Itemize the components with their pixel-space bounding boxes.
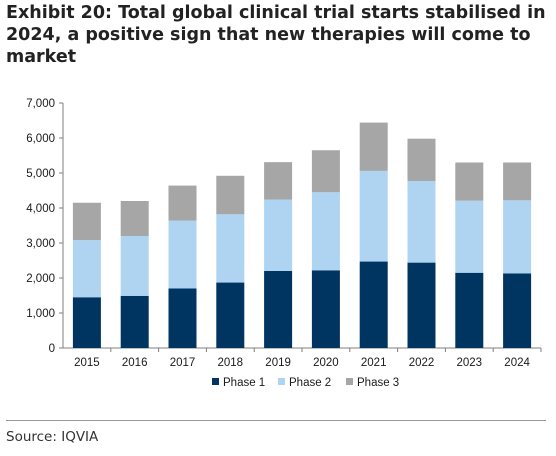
legend-swatch-phase-2 [278,378,285,385]
x-tick-label: 2021 [361,357,387,369]
bar-segment-phase-3 [72,202,101,241]
bar-segment-phase-1 [168,288,197,348]
bar-segment-phase-2 [264,199,293,271]
legend: Phase 1 Phase 2 Phase 3 [212,377,399,389]
bar-segment-phase-2 [216,214,245,283]
stacked-bar-chart: 0 1,000 2,000 3,000 4,000 5,000 6,000 7,000 201… [26,98,542,389]
bar-segment-phase-2 [120,236,149,296]
x-tick-label: 2022 [409,357,435,369]
bar-segment-phase-2 [72,240,101,298]
x-tick-label: 2020 [313,357,339,369]
bar-segment-phase-3 [407,138,436,182]
x-axis: 2015 2016 2017 2018 2019 2020 2021 2022 2023 2024 [63,347,542,369]
bar-segment-phase-1 [503,273,532,348]
bar-segment-phase-2 [311,192,340,271]
source-note: Source: IQVIA [6,429,99,445]
x-tick-label: 2017 [170,357,196,369]
x-tick-label: 2016 [122,357,148,369]
bar-segment-phase-3 [120,201,149,236]
y-tick-label: 3,000 [26,238,55,250]
bar-segment-phase-3 [311,150,340,193]
bar-segment-phase-1 [72,297,101,348]
legend-swatch-phase-1 [212,378,219,385]
bar-segment-phase-3 [503,162,532,201]
x-tick-label: 2018 [218,357,244,369]
legend-swatch-phase-3 [346,378,353,385]
bar-segment-phase-3 [359,122,388,171]
footer-divider [6,420,546,421]
y-tick-label: 7,000 [26,98,55,110]
bar-segment-phase-1 [264,271,293,348]
legend-label: Phase 3 [357,377,399,389]
y-tick-label: 1,000 [26,308,55,320]
bar-segment-phase-3 [216,175,245,215]
x-tick-label: 2015 [74,357,100,369]
x-tick-label: 2024 [504,357,530,369]
bar-segment-phase-2 [503,200,532,274]
legend-label: Phase 2 [289,377,331,389]
y-tick-label: 4,000 [26,203,55,215]
y-tick-label: 0 [49,343,55,355]
bar-segment-phase-1 [455,272,484,348]
bar-segment-phase-2 [407,181,436,263]
bar-segment-phase-3 [264,162,293,200]
bars [72,122,532,348]
chart-title: Exhibit 20: Total global clinical trial … [6,3,546,67]
bar-segment-phase-2 [168,220,197,289]
y-tick-label: 6,000 [26,133,55,145]
bar-segment-phase-2 [455,200,484,273]
bar-segment-phase-1 [120,295,149,348]
y-tick-label: 2,000 [26,273,55,285]
bar-segment-phase-2 [359,170,388,262]
bar-segment-phase-3 [455,162,484,201]
bar-segment-phase-1 [216,282,245,348]
y-tick-label: 5,000 [26,168,55,180]
bar-segment-phase-1 [359,261,388,348]
legend-label: Phase 1 [223,377,265,389]
bar-segment-phase-3 [168,185,197,221]
x-tick-label: 2019 [265,357,291,369]
bar-segment-phase-1 [311,270,340,348]
y-axis: 0 1,000 2,000 3,000 4,000 5,000 6,000 7,000 [26,98,64,355]
bar-segment-phase-1 [407,262,436,348]
x-tick-label: 2023 [457,357,483,369]
